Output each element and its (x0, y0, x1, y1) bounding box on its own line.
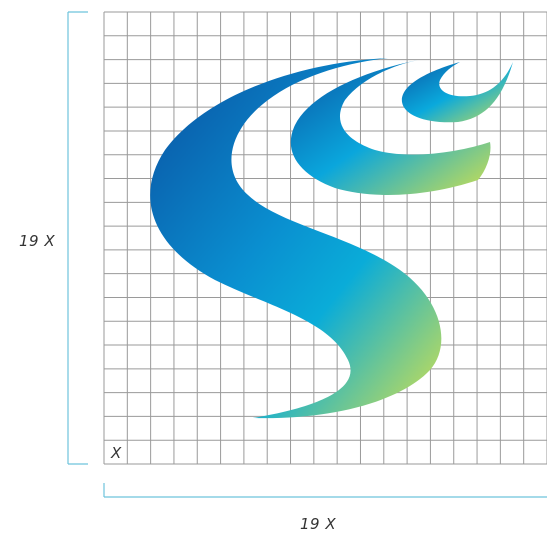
stylized-s-flame-logo (150, 58, 513, 419)
horizontal-dimension-label: 19 X (300, 515, 337, 533)
logo-main-s-stroke (150, 58, 442, 419)
logo-middle-swirl (290, 60, 491, 195)
vertical-dimension-label: 19 X (19, 232, 56, 250)
vertical-dimension-bracket (67, 11, 88, 465)
horizontal-dimension-bracket (103, 483, 547, 498)
unit-cell-label: X (111, 444, 122, 462)
logo-small-swirl (401, 62, 513, 123)
